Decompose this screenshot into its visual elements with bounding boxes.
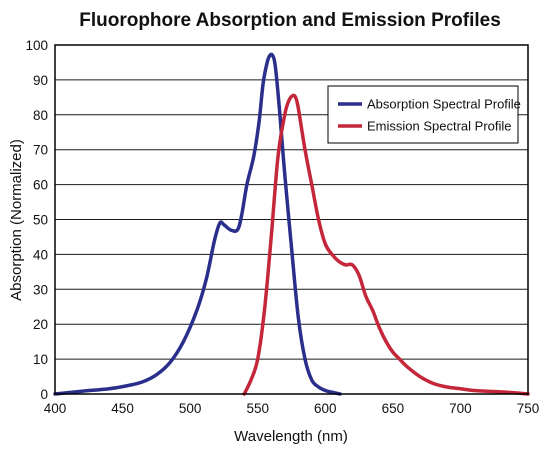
x-tick-label-550: 550: [246, 401, 269, 416]
y-tick-label-40: 40: [33, 247, 48, 262]
y-tick-label-50: 50: [33, 213, 48, 228]
y-tick-label-100: 100: [25, 38, 48, 53]
tick-labels: 0 10 20 30 40 50 60 70 80 90 100 400 450 500 550 600 650…: [25, 38, 539, 416]
legend: Absorption Spectral Profile Emission Spe…: [327, 85, 521, 144]
x-tick-label-750: 750: [517, 401, 540, 416]
y-tick-label-0: 0: [40, 387, 48, 402]
x-axis-label: Wavelength (nm): [234, 428, 348, 445]
y-tick-label-80: 80: [33, 108, 48, 123]
x-tick-label-700: 700: [449, 401, 472, 416]
plot-frame: [54, 44, 529, 395]
gridlines: [55, 79, 528, 360]
series-line-absorption: [53, 52, 342, 396]
y-tick-label-70: 70: [33, 143, 48, 158]
legend-box: [327, 85, 519, 144]
x-tick-label-500: 500: [179, 401, 202, 416]
y-axis-label: Absorption (Normalized): [8, 139, 25, 301]
legend-label-absorption: Absorption Spectral Profile: [367, 97, 521, 112]
series-layer: [53, 52, 530, 396]
y-tick-label-90: 90: [33, 73, 48, 88]
chart-title: Fluorophore Absorption and Emission Prof…: [79, 10, 501, 31]
x-tick-label-600: 600: [314, 401, 337, 416]
series-line-emission: [242, 93, 530, 396]
y-tick-label-10: 10: [33, 352, 48, 367]
y-tick-label-60: 60: [33, 178, 48, 193]
y-tick-label-30: 30: [33, 282, 48, 297]
x-tick-label-400: 400: [44, 401, 67, 416]
x-tick-label-650: 650: [382, 401, 405, 416]
x-tick-label-450: 450: [111, 401, 134, 416]
y-tick-label-20: 20: [33, 317, 48, 332]
legend-label-emission: Emission Spectral Profile: [367, 119, 512, 134]
